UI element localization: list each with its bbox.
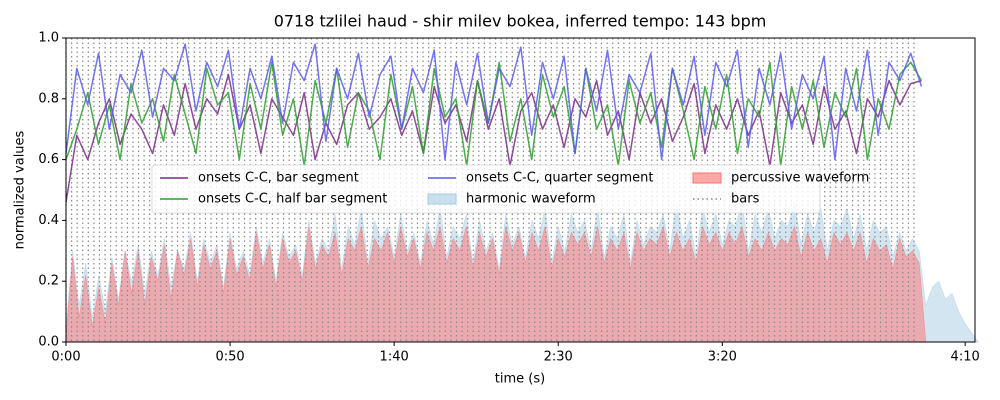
x-tick-label: 2:30 [544,350,573,365]
x-axis-label: time (s) [495,372,545,387]
legend-label: bars [731,192,760,207]
plot-frame [65,37,976,343]
x-tick-label: 1:40 [380,350,409,365]
legend-label: onsets C-C, half bar segment [198,192,387,207]
area [65,225,979,343]
x-tick-label: 4:10 [951,350,980,365]
legend-label: percussive waveform [731,171,869,186]
y-axis-label: normalized values [13,130,28,249]
x-tick-label: 3:20 [708,350,737,365]
legend-box [151,164,821,214]
line [65,73,922,203]
y-tick-label: 1.0 [38,31,59,46]
y-tick-label: 0.6 [38,152,59,167]
legend-handle [427,193,457,205]
legend: onsets C-C, bar segment onsets C-C, half … [151,164,869,214]
y-tick-label: 0.2 [38,274,59,289]
legend-handle [692,172,722,184]
chart-title: 0718 tzlilei haud - shir milev bokea, in… [274,12,767,31]
y-tick-label: 0.8 [38,91,59,106]
x-tick-label: 0:00 [51,350,80,365]
y-tick-label: 0.0 [38,335,59,350]
x-tick-label: 0:50 [215,350,244,365]
line [65,43,923,161]
legend-label: onsets C-C, quarter segment [466,171,653,186]
y-tick-label: 0.4 [38,213,59,228]
legend-label: onsets C-C, bar segment [198,171,359,186]
legend-label: harmonic waveform [466,192,596,207]
